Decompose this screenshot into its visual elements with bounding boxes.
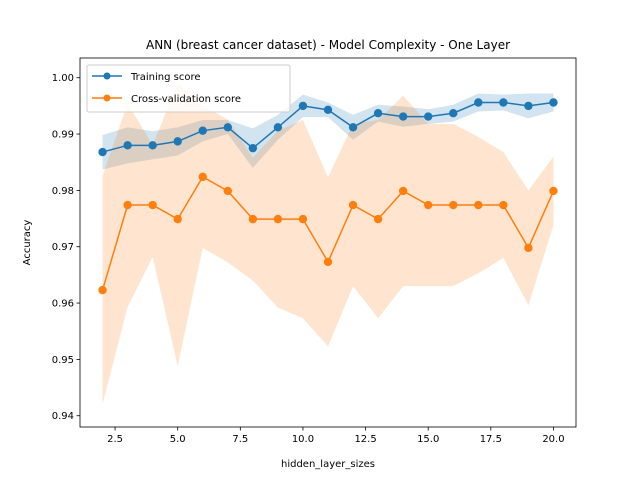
y-tick-label: 0.96 bbox=[52, 299, 74, 310]
point-cross-validation bbox=[323, 257, 333, 267]
point-training bbox=[298, 101, 308, 111]
point-cross-validation bbox=[148, 200, 157, 210]
point-cross-validation bbox=[173, 214, 182, 224]
y-tick-label: 0.98 bbox=[52, 186, 74, 197]
legend-box bbox=[86, 64, 291, 113]
point-training bbox=[173, 137, 182, 146]
legend-label-cross-validation: Cross-validation score bbox=[131, 94, 241, 105]
point-training bbox=[223, 123, 232, 132]
x-tick-label: 5.0 bbox=[170, 434, 186, 445]
point-training bbox=[148, 141, 157, 150]
y-tick-label: 0.94 bbox=[52, 411, 74, 422]
y-tick-label: 0.97 bbox=[52, 242, 74, 253]
x-tick-label: 20.0 bbox=[542, 434, 564, 445]
point-training bbox=[198, 126, 207, 135]
point-cross-validation bbox=[98, 285, 107, 295]
y-tick-label: 0.99 bbox=[52, 130, 74, 141]
legend-label-training: Training score bbox=[130, 72, 201, 83]
band-training bbox=[102, 93, 554, 170]
plot-frame bbox=[79, 57, 577, 428]
point-cross-validation bbox=[449, 200, 458, 210]
point-cross-validation bbox=[248, 214, 258, 224]
x-axis-label: hidden_layer_sizes bbox=[281, 459, 375, 470]
legend-marker-cross-validation bbox=[103, 94, 111, 102]
x-tick-label: 15.0 bbox=[417, 434, 439, 445]
point-training bbox=[424, 112, 433, 121]
point-training bbox=[474, 98, 483, 107]
chart-title: ANN (breast cancer dataset) - Model Comp… bbox=[146, 38, 510, 52]
point-cross-validation bbox=[298, 214, 308, 224]
point-cross-validation bbox=[499, 200, 508, 210]
series-markers bbox=[98, 98, 558, 295]
legend-marker-training bbox=[103, 72, 111, 80]
point-training bbox=[373, 109, 383, 118]
x-axis: 2.5 5.0 7.5 10.0 12.5 15.0 17.5 20.0 bbox=[107, 427, 565, 445]
point-cross-validation bbox=[524, 243, 533, 253]
point-training bbox=[323, 105, 333, 115]
point-cross-validation bbox=[373, 214, 383, 224]
y-axis: 0.94 0.95 0.96 0.97 0.98 0.99 1.00 bbox=[52, 73, 80, 422]
point-training bbox=[123, 141, 132, 150]
point-training bbox=[449, 109, 458, 118]
point-training bbox=[348, 123, 358, 132]
point-cross-validation bbox=[398, 186, 408, 196]
point-cross-validation bbox=[549, 186, 558, 196]
point-cross-validation bbox=[273, 214, 283, 224]
legend: Training score Cross-validation score bbox=[86, 64, 291, 113]
point-cross-validation bbox=[223, 186, 232, 196]
point-training bbox=[248, 143, 258, 153]
point-training bbox=[499, 98, 508, 107]
x-tick-label: 2.5 bbox=[107, 434, 123, 445]
point-training bbox=[524, 101, 533, 111]
point-training bbox=[273, 123, 283, 132]
point-training bbox=[98, 147, 107, 157]
y-axis-label: Accuracy bbox=[22, 220, 33, 266]
point-cross-validation bbox=[474, 200, 483, 210]
band-cross-validation bbox=[102, 83, 554, 405]
point-training bbox=[549, 98, 558, 107]
point-training bbox=[398, 112, 408, 121]
x-tick-label: 12.5 bbox=[354, 434, 376, 445]
x-tick-label: 17.5 bbox=[480, 434, 502, 445]
point-cross-validation bbox=[424, 200, 433, 210]
point-cross-validation bbox=[198, 172, 207, 182]
x-tick-label: 7.5 bbox=[232, 434, 248, 445]
point-cross-validation bbox=[348, 200, 358, 210]
x-tick-label: 10.0 bbox=[292, 434, 314, 445]
y-tick-label: 1.00 bbox=[52, 73, 74, 84]
legend-entry-cross-validation: Cross-validation score bbox=[92, 94, 241, 105]
confidence-bands bbox=[102, 83, 554, 405]
y-tick-label: 0.95 bbox=[52, 355, 74, 366]
point-cross-validation bbox=[123, 200, 132, 210]
legend-entry-training: Training score bbox=[92, 72, 201, 83]
